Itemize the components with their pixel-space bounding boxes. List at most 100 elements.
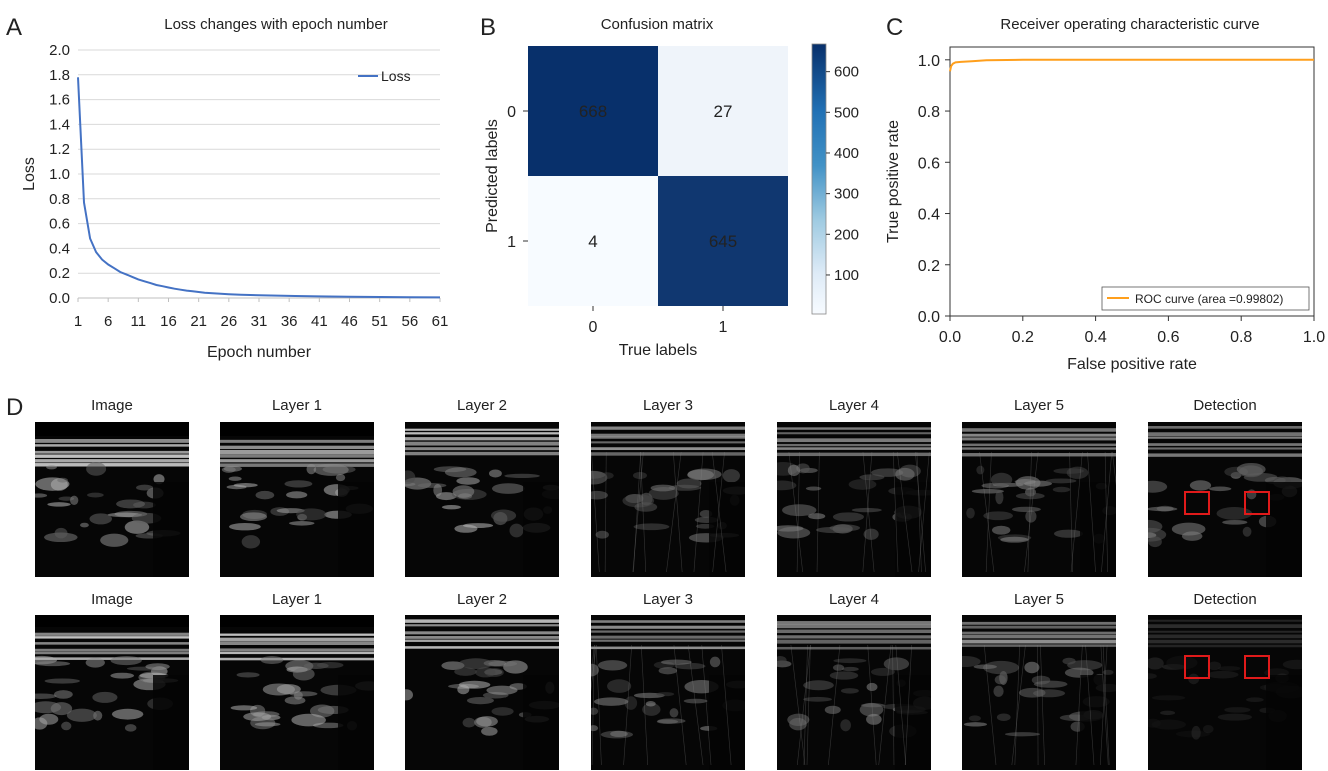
feature-streak <box>892 451 899 573</box>
feature-streak <box>672 451 683 573</box>
tissue-speckle <box>433 484 443 497</box>
x-tick-label: 0 <box>589 319 598 336</box>
feature-streak <box>790 644 806 766</box>
tissue-speckle <box>46 465 57 470</box>
tissue-speckle <box>591 663 599 677</box>
tissue-speckle <box>47 502 71 507</box>
tissue-band <box>220 633 374 636</box>
tissue-speckle <box>1207 670 1239 679</box>
tissue-band <box>777 621 931 625</box>
tissue-band <box>962 631 1116 635</box>
tissue-band <box>1148 432 1302 437</box>
tissue-speckle <box>1166 655 1198 670</box>
ultrasound-texture <box>591 620 745 770</box>
feature-streak <box>591 451 600 573</box>
tissue-speckle <box>260 656 284 664</box>
tissue-speckle <box>100 533 129 547</box>
tissue-band <box>777 447 931 450</box>
y-tick-label: 0.6 <box>49 216 70 233</box>
colorbar-tick-label: 500 <box>834 104 859 121</box>
tissue-speckle <box>1242 526 1252 537</box>
tissue-speckle <box>228 476 242 481</box>
x-tick-label: 0.6 <box>1157 329 1179 346</box>
tissue-band <box>591 436 745 439</box>
feature-streak <box>803 644 808 766</box>
ultrasound-texture <box>35 615 189 770</box>
heatmap-cell <box>528 176 658 306</box>
colorbar <box>811 43 827 315</box>
tissue-speckle <box>1004 732 1041 737</box>
tissue-band <box>777 452 931 457</box>
colorbar-tick-label: 400 <box>834 145 859 162</box>
tissue-speckle <box>1148 536 1162 548</box>
tissue-band <box>591 441 745 444</box>
tile-label: Image <box>91 591 133 608</box>
tissue-speckle <box>883 657 910 671</box>
feature-streak <box>701 644 712 766</box>
tissue-speckle <box>241 535 261 549</box>
feature-streak <box>1075 644 1083 766</box>
feature-streak <box>918 451 930 573</box>
tissue-speckle <box>229 523 261 531</box>
tissue-speckle <box>254 722 281 727</box>
acoustic-shadow <box>709 675 745 770</box>
confusion-matrix-title: Confusion matrix <box>600 16 714 33</box>
acoustic-shadow <box>153 482 189 577</box>
tissue-speckle <box>124 520 150 534</box>
tissue-band <box>962 428 1116 432</box>
tissue-speckle <box>1015 476 1041 490</box>
tissue-band <box>777 438 931 443</box>
tissue-speckle <box>642 703 661 716</box>
ultrasound-texture <box>591 426 745 577</box>
x-tick-label: 6 <box>104 313 112 330</box>
tissue-speckle <box>866 713 882 725</box>
tissue-band <box>591 426 745 430</box>
ultrasound-tile <box>591 422 745 577</box>
x-axis-label: False positive rate <box>1067 356 1197 373</box>
tissue-speckle <box>676 478 702 489</box>
tissue-speckle <box>240 512 268 522</box>
feature-streak <box>632 451 644 573</box>
feature-streak <box>721 644 732 766</box>
tissue-band <box>962 625 1116 629</box>
x-tick-label: 61 <box>432 313 449 330</box>
ultrasound-tile <box>220 615 374 770</box>
cell-value: 668 <box>579 102 607 121</box>
tile-label: Layer 3 <box>642 397 694 414</box>
tissue-speckle <box>656 692 675 697</box>
tissue-band <box>591 447 745 451</box>
tissue-band <box>1148 639 1302 644</box>
detection-box <box>1244 491 1270 515</box>
tissue-speckle <box>153 474 165 485</box>
tissue-speckle <box>1246 697 1264 702</box>
tissue-speckle <box>488 660 518 667</box>
tile-label: Layer 4 <box>828 397 880 414</box>
tissue-speckle <box>1243 472 1278 482</box>
tissue-speckle <box>1217 666 1241 671</box>
feature-streak <box>806 644 811 766</box>
tile-label: Layer 5 <box>1013 591 1065 608</box>
tissue-speckle <box>993 685 1004 697</box>
tissue-speckle <box>976 465 985 475</box>
feature-streak <box>1014 644 1020 766</box>
tissue-band <box>1148 426 1302 429</box>
y-tick-label: 0.0 <box>918 309 940 326</box>
tissue-speckle <box>841 666 859 672</box>
tissue-speckle <box>870 667 895 676</box>
tissue-speckle <box>458 658 494 669</box>
tissue-speckle <box>803 696 832 702</box>
tissue-band <box>405 646 559 649</box>
tissue-band <box>777 624 931 629</box>
tissue-band <box>220 445 374 450</box>
ultrasound-texture <box>220 615 374 770</box>
tissue-band <box>220 637 374 641</box>
feature-streak <box>591 644 597 692</box>
tissue-band <box>35 463 189 467</box>
tissue-band <box>591 452 745 456</box>
ultrasound-tile <box>777 422 931 577</box>
feature-streak <box>796 451 800 573</box>
tissue-speckle <box>89 513 112 525</box>
ultrasound-tile <box>962 422 1116 577</box>
tissue-speckle <box>610 730 628 738</box>
